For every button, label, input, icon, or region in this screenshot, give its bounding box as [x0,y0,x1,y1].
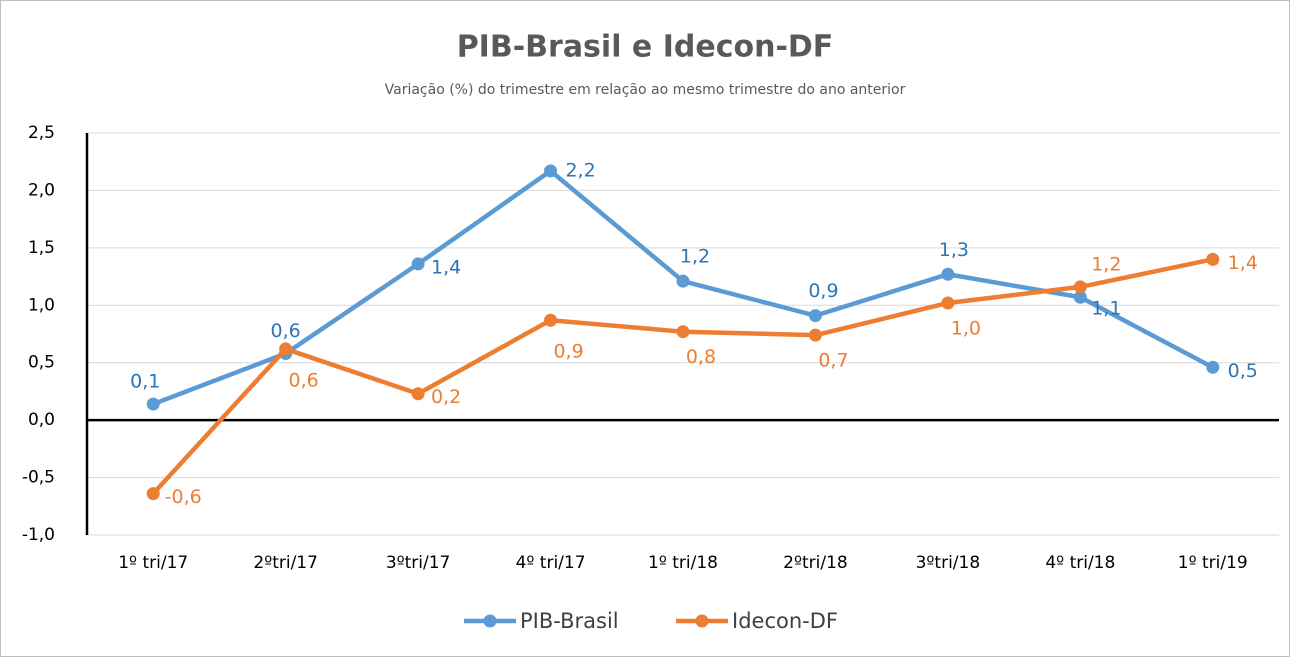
data-point [411,257,425,271]
data-label: 1,2 [680,246,710,268]
data-point [1073,290,1087,304]
data-point [676,274,690,288]
y-tick-label: 0,0 [28,410,55,430]
x-tick-label: 1º tri/17 [118,553,188,573]
data-label: 0,6 [289,369,319,391]
legend-label: PIB-Brasil [520,609,619,633]
data-label: 0,7 [818,350,848,372]
data-point [411,387,425,401]
x-tick-label: 2ºtri/17 [253,553,318,573]
data-label: 1,1 [1091,298,1121,320]
x-tick-label: 2ºtri/18 [783,553,848,573]
data-point [808,309,822,323]
data-point [1206,360,1220,374]
chart-title: PIB-Brasil e Idecon-DF [457,30,834,65]
y-tick-label: 0,5 [28,353,55,373]
y-tick-label: 2,5 [28,123,55,143]
data-label: 0,9 [808,280,838,302]
y-tick-label: 2,0 [28,180,55,200]
data-label: -0,6 [165,486,202,508]
data-label: 1,4 [431,256,461,278]
data-point [279,342,293,356]
y-tick-label: 1,5 [28,238,55,258]
x-tick-label: 3ºtri/18 [916,553,981,573]
data-label: 1,0 [951,317,981,339]
data-label: 0,1 [130,371,160,393]
x-tick-label: 4º tri/17 [516,553,586,573]
data-point [941,267,955,281]
data-point [1073,280,1087,294]
y-tick-label: -1,0 [22,525,55,545]
data-label: 2,2 [565,159,595,181]
data-label: 1,2 [1091,253,1121,275]
legend-marker [695,614,709,628]
data-point [676,325,690,339]
x-tick-label: 4º tri/18 [1045,553,1115,573]
x-tick-label: 3ºtri/17 [386,553,451,573]
data-point [544,164,558,178]
data-label: 0,8 [686,346,716,368]
data-point [544,313,558,327]
x-tick-label: 1º tri/18 [648,553,718,573]
chart-subtitle: Variação (%) do trimestre em relação ao … [385,82,906,98]
y-tick-label: 1,0 [28,295,55,315]
legend-label: Idecon-DF [732,609,838,633]
data-label: 1,4 [1228,252,1258,274]
data-label: 0,6 [271,320,301,342]
data-point [146,487,160,501]
data-label: 0,9 [553,341,583,363]
data-label: 1,3 [939,239,969,261]
y-tick-label: -0,5 [22,468,55,488]
x-tick-label: 1º tri/19 [1178,553,1248,573]
data-point [146,397,160,411]
data-point [808,328,822,342]
data-label: 0,5 [1228,360,1258,382]
data-point [941,296,955,310]
data-point [1206,252,1220,266]
legend-marker [483,614,497,628]
data-label: 0,2 [431,386,461,408]
